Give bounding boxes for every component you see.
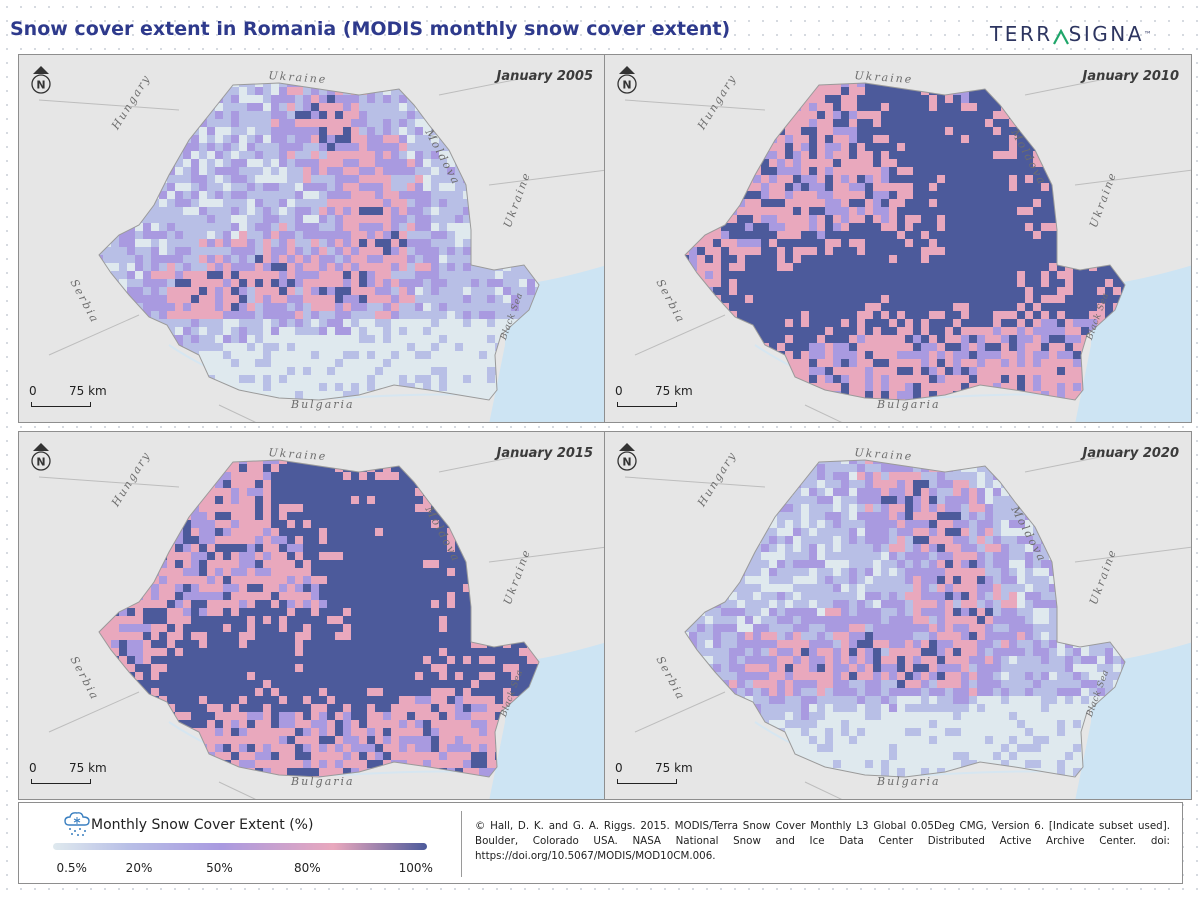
scale-bar-distance: 75 km xyxy=(69,761,107,775)
snow-cover-raster xyxy=(685,460,1125,777)
scale-bar-line xyxy=(31,402,91,407)
scale-bar: 0 75 km xyxy=(27,384,117,408)
legend-divider xyxy=(461,811,462,877)
logo-trademark: ™ xyxy=(1143,29,1152,39)
data-citation: © Hall, D. K. and G. A. Riggs. 2015. MOD… xyxy=(475,820,1170,862)
scale-bar-distance: 75 km xyxy=(655,384,693,398)
north-arrow-icon: N xyxy=(29,65,53,95)
legend-tick-label: 80% xyxy=(293,861,321,875)
legend-tick-label: 0.5% xyxy=(56,861,87,875)
panel-date-label: January 2020 xyxy=(1082,446,1179,461)
terrasigna-logo: TERR SIGNA ™ xyxy=(990,20,1152,48)
scale-bar: 0 75 km xyxy=(27,761,117,785)
legend-tick-label: 100% xyxy=(398,861,433,875)
scale-bar-zero: 0 xyxy=(29,384,37,398)
map-panel-january-2010: January 2010 N Ukraine Hungary Moldova Serbia… xyxy=(604,54,1192,423)
country-label-bulgaria: Bulgaria xyxy=(291,775,355,788)
country-label-bulgaria: Bulgaria xyxy=(877,398,941,411)
legend-color-ramp xyxy=(53,843,427,850)
snow-cover-raster xyxy=(99,83,539,400)
snow-cloud-icon xyxy=(64,812,90,836)
north-arrow-icon: N xyxy=(29,442,53,472)
logo-wordmark: TERR SIGNA xyxy=(990,22,1144,46)
page-title: Snow cover extent in Romania (MODIS mont… xyxy=(10,18,731,40)
map-svg xyxy=(624,451,1191,799)
country-label-bulgaria: Bulgaria xyxy=(877,775,941,788)
panel-date-label: January 2005 xyxy=(496,69,593,84)
romania-border xyxy=(684,459,1126,778)
romania-border xyxy=(684,82,1126,401)
scale-bar-zero: 0 xyxy=(615,761,623,775)
map-svg xyxy=(38,451,605,799)
scale-bar-zero: 0 xyxy=(615,384,623,398)
neighbour-borders xyxy=(38,451,605,799)
map-panel-january-2020: January 2020 N Ukraine Hungary Moldova Serbia… xyxy=(604,431,1192,800)
north-arrow-icon: N xyxy=(615,442,639,472)
svg-text:N: N xyxy=(36,79,45,92)
romania-border xyxy=(98,82,540,401)
map-panel-january-2005: January 2005 N Ukraine Hungary Moldova Serbia… xyxy=(18,54,606,423)
scale-bar: 0 75 km xyxy=(613,384,703,408)
svg-text:N: N xyxy=(622,79,631,92)
neighbour-borders xyxy=(624,451,1191,799)
scale-bar-line xyxy=(617,779,677,784)
legend-tick-label: 50% xyxy=(206,861,233,875)
scale-bar-distance: 75 km xyxy=(655,761,693,775)
legend-box: Monthly Snow Cover Extent (%) 0.5% 20% 50%… xyxy=(18,802,1183,884)
neighbour-borders xyxy=(38,74,605,422)
romania-border xyxy=(98,459,540,778)
panel-date-label: January 2015 xyxy=(496,446,593,461)
scale-bar-zero: 0 xyxy=(29,761,37,775)
panel-date-label: January 2010 xyxy=(1082,69,1179,84)
scale-bar-distance: 75 km xyxy=(69,384,107,398)
map-svg xyxy=(624,74,1191,422)
map-panel-january-2015: January 2015 N Ukraine Hungary Moldova Serbia… xyxy=(18,431,606,800)
legend-tick-label: 20% xyxy=(125,861,153,875)
scale-bar-line xyxy=(31,779,91,784)
snow-cover-raster xyxy=(99,460,539,777)
scale-bar-line xyxy=(617,402,677,407)
legend-title: Monthly Snow Cover Extent (%) xyxy=(91,817,314,833)
scale-bar: 0 75 km xyxy=(613,761,703,785)
map-svg xyxy=(38,74,605,422)
neighbour-borders xyxy=(624,74,1191,422)
north-arrow-icon: N xyxy=(615,65,639,95)
snow-cover-raster xyxy=(685,83,1125,400)
country-label-bulgaria: Bulgaria xyxy=(291,398,355,411)
